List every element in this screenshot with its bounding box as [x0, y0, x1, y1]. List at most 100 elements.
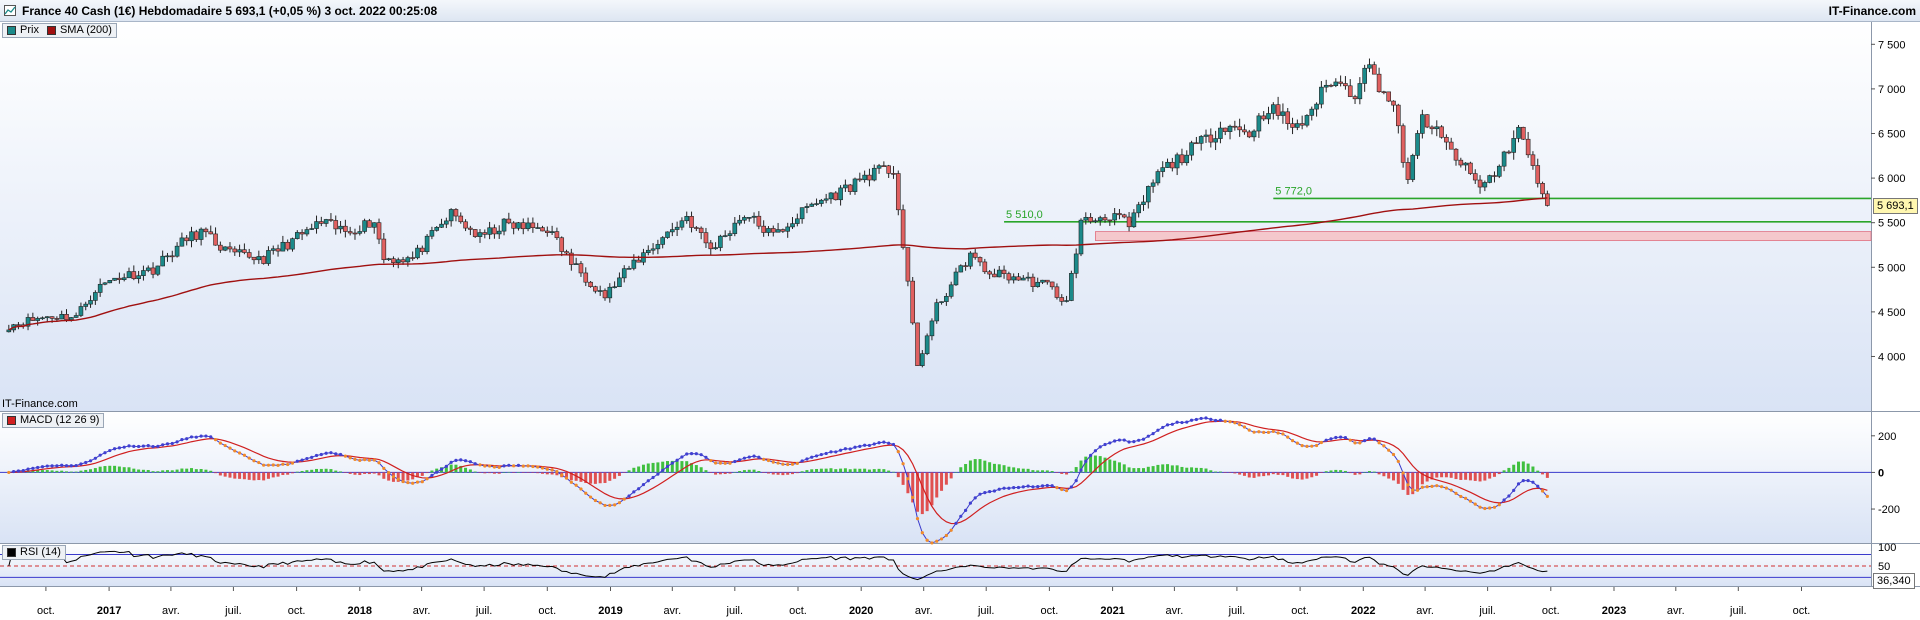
macd-point [536, 465, 540, 469]
macd-y-tick-label: -200 [1878, 504, 1900, 516]
macd-point [1257, 430, 1261, 434]
candle [299, 229, 305, 241]
candle [1155, 169, 1161, 186]
candle [1400, 123, 1406, 168]
macd-histogram-bar [1367, 471, 1371, 473]
macd-histogram-bar [300, 470, 304, 473]
candle [1232, 120, 1238, 131]
candle [1362, 64, 1367, 92]
candle [694, 226, 699, 232]
candle [1396, 103, 1401, 134]
candle [1025, 272, 1031, 282]
legend-macd[interactable]: MACD (12 26 9) [2, 413, 105, 428]
candle [1530, 151, 1536, 170]
macd-point [877, 441, 881, 445]
macd-point [694, 452, 698, 456]
candle [799, 207, 805, 224]
candle [660, 236, 665, 249]
macd-point [502, 464, 506, 468]
macd-histogram-bar [1329, 470, 1333, 473]
macd-point [848, 447, 852, 451]
macd-point [1473, 502, 1477, 506]
macd-histogram-bar [170, 470, 174, 473]
macd-histogram-bar [1286, 472, 1290, 477]
candle [1083, 212, 1089, 225]
candle [25, 313, 31, 331]
macd-histogram-bar [752, 469, 756, 473]
candle [1371, 61, 1377, 75]
candle [1117, 209, 1122, 220]
candle [1078, 218, 1084, 257]
macd-point [939, 537, 944, 541]
macd-histogram-bar [1401, 472, 1405, 490]
macd-histogram-bar [1209, 470, 1213, 473]
macd-point [911, 495, 915, 499]
legend-price[interactable]: Prix SMA (200) [2, 23, 117, 38]
macd-histogram-bar [1488, 472, 1492, 479]
macd-point [973, 496, 977, 500]
macd-histogram-bar [1113, 460, 1117, 473]
legend-rsi[interactable]: RSI (14) [2, 545, 66, 560]
candle [843, 179, 848, 192]
candle [674, 221, 680, 237]
x-tick-label: 2017 [97, 605, 121, 617]
macd-point [1098, 445, 1102, 449]
candle [1035, 277, 1041, 288]
macd-point [55, 464, 59, 468]
x-tick-label: 2019 [598, 605, 622, 617]
macd-point [377, 461, 381, 465]
candle [290, 237, 295, 252]
macd-point [1180, 420, 1184, 425]
macd-histogram-bar [252, 472, 256, 481]
candle [612, 281, 617, 289]
candle [492, 224, 497, 239]
candle [213, 227, 218, 246]
rsi-panel-bg [0, 544, 1871, 586]
candle [847, 183, 853, 195]
macd-point [348, 456, 352, 460]
x-tick-label: oct. [1793, 605, 1811, 617]
macd-point [1545, 494, 1549, 499]
macd-histogram-bar [1146, 466, 1150, 473]
macd-histogram-bar [569, 472, 573, 481]
brand-logo[interactable]: IT-Finance.com [1828, 4, 1916, 18]
macd-histogram-bar [161, 470, 165, 473]
macd-histogram-bar [1050, 471, 1054, 473]
macd-histogram-bar [656, 462, 660, 473]
candle [1472, 169, 1478, 184]
candle [165, 252, 170, 262]
candle [1458, 157, 1464, 168]
macd-point [738, 458, 742, 462]
candle [1006, 271, 1012, 284]
macd-histogram-bar [483, 472, 487, 474]
macd-histogram-bar [887, 470, 891, 473]
macd-point [478, 463, 482, 467]
macd-histogram-bar [1387, 472, 1391, 479]
macd-point [1435, 484, 1439, 488]
macd-histogram-bar [819, 468, 823, 473]
candle [189, 226, 194, 248]
macd-histogram-bar [555, 472, 559, 476]
x-tick-label: oct. [1542, 605, 1560, 617]
candle [362, 218, 367, 234]
macd-point [1122, 438, 1126, 442]
candle [963, 262, 968, 271]
macd-point [209, 435, 213, 439]
candle [1222, 127, 1228, 136]
macd-point [1459, 494, 1463, 499]
macd-point [608, 503, 612, 507]
candle [516, 221, 521, 231]
macd-histogram-bar [1238, 472, 1242, 475]
candle [150, 262, 156, 279]
macd-histogram-bar [1021, 468, 1025, 473]
candle [1506, 150, 1512, 155]
macd-histogram-bar [1348, 472, 1352, 474]
candle [328, 213, 334, 222]
macd-point [199, 434, 203, 438]
candle [16, 321, 21, 330]
macd-histogram-bar [204, 469, 208, 473]
candle [1237, 118, 1242, 137]
macd-histogram-bar [247, 472, 251, 480]
macd-point [497, 465, 501, 470]
